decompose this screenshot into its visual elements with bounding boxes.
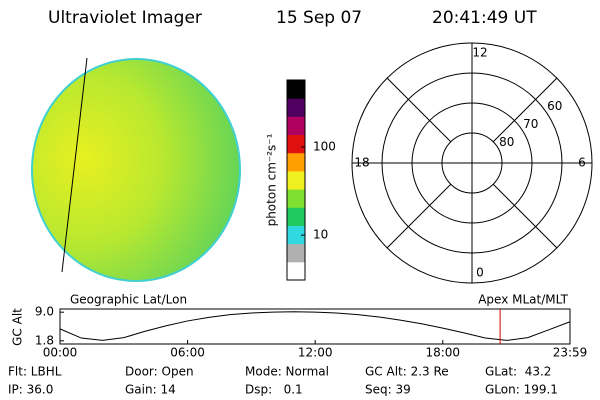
status-field: Seq: 39: [365, 383, 411, 397]
terminator-line: [61, 57, 88, 273]
x-tick-label: 18:00: [425, 346, 460, 360]
status-field: GC Alt: 2.3 Re: [365, 365, 449, 379]
status-field: Mode: Normal: [245, 365, 329, 379]
colorbar-segment: [287, 80, 305, 99]
colorbar-segment: [287, 170, 305, 190]
x-tick-label: 06:00: [170, 346, 205, 360]
polar-spoke: [386, 183, 452, 249]
y-tick-label: 9.0: [35, 305, 54, 319]
ring-label: 70: [523, 117, 538, 131]
colorbar-segment: [287, 261, 305, 281]
x-tick-label: 23:59: [553, 346, 588, 360]
colorbar-segment: [287, 207, 305, 226]
ring-label: 60: [547, 99, 562, 113]
ring-label: 80: [499, 135, 514, 149]
y-tick-label: 1.8: [35, 333, 54, 347]
colorbar-segment: [287, 189, 305, 208]
mlt-label: 6: [578, 156, 586, 170]
x-tick-label: 00:00: [43, 346, 78, 360]
status-footer: Flt: LBHL IP: 36.0 Door: Open Gain: 14 Mode:…: [8, 365, 558, 397]
altitude-line: [59, 311, 571, 341]
colorbar-tick-label: 10: [313, 228, 328, 242]
colorbar-segment: [287, 134, 305, 154]
status-field: Dsp: 0.1: [245, 383, 303, 397]
mlt-label: 18: [354, 156, 369, 170]
orbit-ylabel: GC Alt: [11, 308, 25, 346]
time: 20:41:49 UT: [432, 8, 537, 28]
orbit-plot: Geographic Lat/Lon Apex MLat/MLT GC Alt 1.8…: [11, 293, 588, 360]
colorbar-segment: [287, 152, 305, 172]
colorbar-label: photon cm⁻²s⁻¹: [265, 133, 279, 226]
colorbar-frame: [286, 79, 306, 281]
colorbar-segment: [287, 98, 305, 117]
orbit-title-left: Geographic Lat/Lon: [70, 293, 187, 307]
title: Ultraviolet Imager: [48, 8, 202, 28]
status-field: GLon: 199.1: [485, 383, 558, 397]
x-tick-label: 12:00: [298, 346, 333, 360]
status-field: IP: 36.0: [8, 383, 53, 397]
status-field: GLat: 43.2: [485, 365, 551, 379]
mlt-label: 12: [472, 46, 487, 60]
polar-spoke: [492, 183, 558, 249]
polar-spoke: [386, 77, 452, 143]
colorbar-segment: [287, 243, 305, 263]
orbit-title-right: Apex MLat/MLT: [478, 293, 568, 307]
date: 15 Sep 07: [276, 8, 362, 28]
earth-image: [31, 58, 241, 282]
status-field: Flt: LBHL: [8, 365, 62, 379]
mlt-label: 0: [476, 266, 484, 280]
colorbar-tick-label: 100: [313, 139, 336, 153]
colorbar-segment: [287, 225, 305, 245]
polar-spoke: [492, 77, 558, 143]
colorbar: 10 100: [286, 79, 336, 281]
status-field: Door: Open: [125, 365, 194, 379]
status-field: Gain: 14: [125, 383, 176, 397]
colorbar-segment: [287, 116, 305, 136]
